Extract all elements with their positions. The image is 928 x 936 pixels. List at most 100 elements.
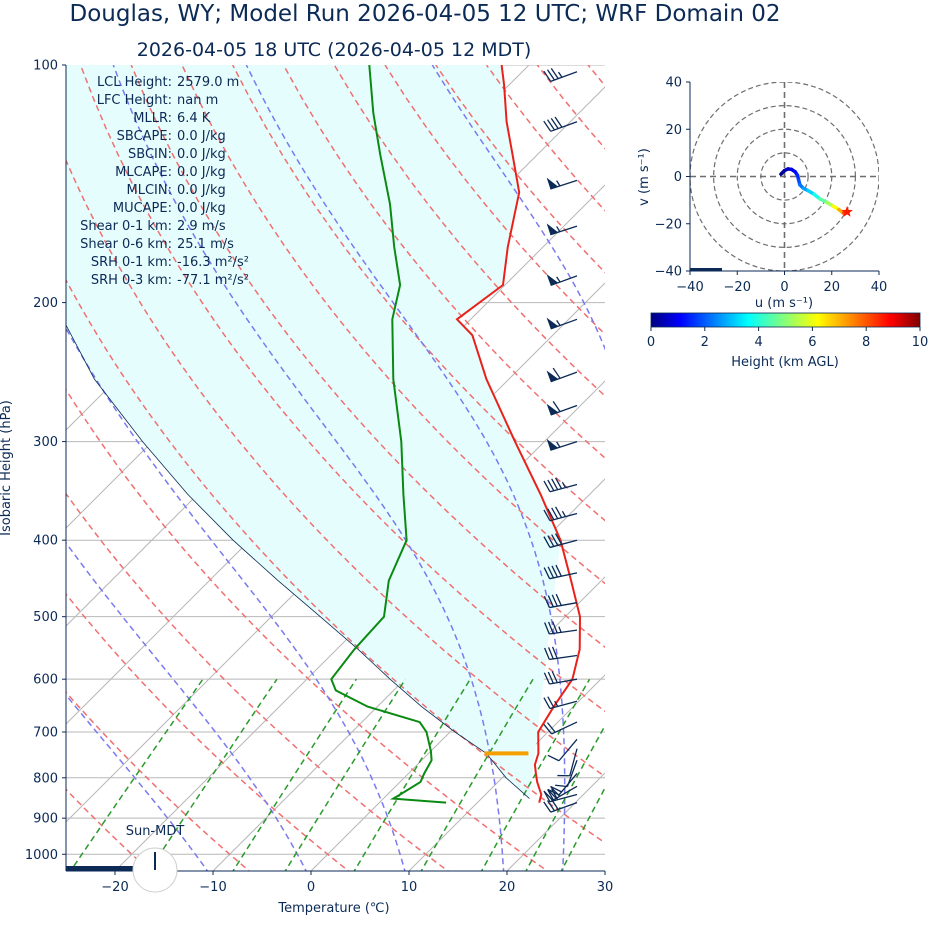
index-value: 0.0 J/kg <box>177 165 226 180</box>
wind-barb <box>543 564 578 580</box>
pressure-tick-label: 1000 <box>25 848 58 863</box>
index-value: nan m <box>177 93 218 108</box>
skew-t-plot-area <box>66 65 928 874</box>
index-value: 2579.0 m <box>177 75 239 90</box>
wind-barb <box>543 68 578 82</box>
indices-panel: LCL Height: 2579.0 m LFC Height: nan m MLLR:… <box>80 75 249 288</box>
wind-barb <box>543 721 578 735</box>
dry-adiabat-line <box>66 158 605 778</box>
wind-barbs <box>543 68 578 813</box>
dry-adiabat-line <box>639 65 928 874</box>
index-label: SRH 0-3 km: <box>91 273 172 288</box>
pressure-tick-label: 900 <box>33 812 58 827</box>
dry-adiabat-line <box>893 65 928 874</box>
dry-adiabat-line <box>690 65 928 874</box>
pressure-tick-label: 300 <box>33 435 58 450</box>
pressure-tick-label: 700 <box>33 726 58 741</box>
index-value: 0.0 J/kg <box>177 129 226 144</box>
hodograph-y-tick-label: −40 <box>655 265 682 280</box>
wind-barb <box>546 177 578 190</box>
hodograph-ticks: −40 −20 0 20 40 −40 −20 0 20 40 <box>655 76 888 296</box>
wind-barb <box>546 367 578 383</box>
wind-barb <box>547 738 578 762</box>
index-label: SBCAPE: <box>117 129 172 144</box>
dry-adiabats <box>66 65 928 874</box>
dry-adiabat-line <box>66 788 151 871</box>
dry-adiabat-line <box>740 65 928 874</box>
colorbar-tick-label: 4 <box>754 335 762 350</box>
temperature-tick-label: −20 <box>101 880 128 895</box>
isotherm-line <box>310 576 605 871</box>
pressure-tick-label: 500 <box>33 610 58 625</box>
index-value: -16.3 m²/s² <box>177 255 249 270</box>
dewpoint-line <box>330 65 447 804</box>
hodograph-trace <box>779 167 853 217</box>
wind-barb <box>543 116 578 132</box>
dry-adiabat-line <box>79 65 605 713</box>
mixing-ratio-line <box>480 678 591 871</box>
isotherm-line <box>506 772 605 871</box>
hodograph-y-tick-label: 20 <box>665 123 682 138</box>
hodograph-y-tick-label: −20 <box>655 217 682 232</box>
hodograph-x-label: u (m s⁻¹) <box>755 296 813 311</box>
moist-adiabat-line <box>680 65 757 874</box>
colorbar-tick-label: 10 <box>912 335 928 350</box>
pressure-tick-label: 800 <box>33 771 58 786</box>
cape-region <box>66 65 561 799</box>
wind-barb <box>544 646 578 661</box>
hodograph-y-label: v (m s⁻¹) <box>637 148 652 206</box>
chart-subtitle: 2026-04-05 18 UTC (2026-04-05 12 MDT) <box>137 39 532 61</box>
mixing-ratio-line <box>560 786 605 871</box>
mixing-ratio-line <box>284 678 407 871</box>
parcel-profile-line <box>66 324 530 799</box>
night-bar <box>66 866 136 871</box>
wind-barb <box>543 533 578 549</box>
wind-barb <box>543 785 578 801</box>
wind-barb <box>543 593 578 609</box>
dry-adiabat-line <box>333 65 605 397</box>
index-value: 0.0 J/kg <box>177 183 226 198</box>
index-value: 6.4 K <box>177 111 211 126</box>
pressure-tick-label: 100 <box>33 59 58 74</box>
pressure-ticks: 100 200 300 400 500 600 700 800 900 1000 <box>25 59 66 863</box>
temperature-tick-label: 20 <box>499 880 516 895</box>
index-label: MLLR: <box>133 111 172 126</box>
isotherm-line <box>212 478 605 871</box>
moist-adiabat-line <box>66 541 307 871</box>
dry-adiabat-line <box>66 278 605 844</box>
wind-barb <box>543 477 578 493</box>
dry-adiabat-line <box>791 65 928 874</box>
dry-adiabat-line <box>66 388 549 871</box>
moist-adiabat-line <box>66 693 209 871</box>
index-label: Shear 0-6 km: <box>80 237 172 252</box>
wind-barb <box>557 748 578 777</box>
temperature-tick-label: 30 <box>597 880 614 895</box>
wind-barb <box>546 401 578 416</box>
pressure-tick-label: 400 <box>33 534 58 549</box>
temperature-ticks: −20 −10 0 10 20 30 <box>101 871 613 895</box>
wind-barb <box>546 317 578 330</box>
wind-barb <box>546 438 578 451</box>
colorbar-gradient <box>650 312 921 328</box>
dry-adiabat-line <box>66 691 251 871</box>
x-axis-label: Temperature (℃) <box>277 901 389 916</box>
sun-clock-label: Sun-MDT <box>126 824 185 839</box>
temperature-tick-label: 10 <box>401 880 418 895</box>
colorbar-label: Height (km AGL) <box>731 355 839 370</box>
index-label: Shear 0-1 km: <box>80 219 172 234</box>
storm-motion-marker <box>841 205 853 217</box>
wind-barb <box>544 621 578 635</box>
hodograph-night-bar <box>690 268 722 271</box>
index-label: MLCIN: <box>127 183 172 198</box>
index-value: 25.1 m/s <box>177 237 234 252</box>
temperature-tick-label: −10 <box>199 880 226 895</box>
hodograph: −40 −20 0 20 40 −40 −20 0 20 40 u (m s⁻¹) v (m s⁻… <box>637 76 887 312</box>
dry-adiabat-line <box>282 65 605 460</box>
index-value: 0.0 J/kg <box>177 147 226 162</box>
pressure-tick-label: 200 <box>33 296 58 311</box>
index-label: LCL Height: <box>97 75 172 90</box>
wind-barb <box>543 506 578 522</box>
wind-barb <box>543 671 578 685</box>
pressure-tick-label: 600 <box>33 673 58 688</box>
hodograph-y-tick-label: 40 <box>665 76 682 91</box>
